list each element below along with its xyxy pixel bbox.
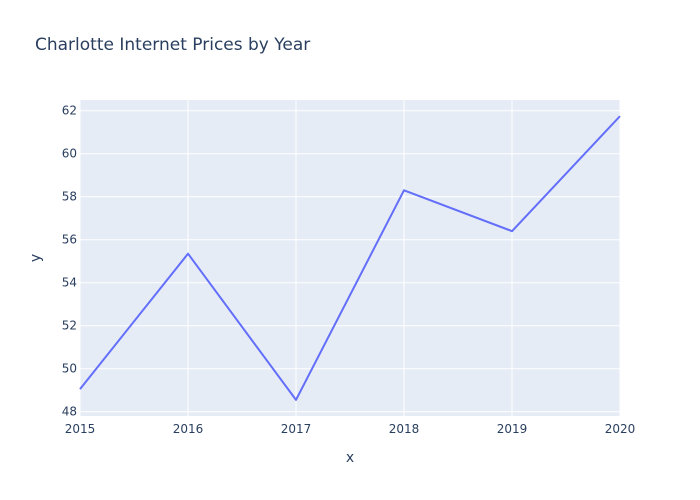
- y-tick-label: 56: [62, 233, 77, 247]
- y-axis-title: y: [28, 254, 44, 262]
- y-axis-ticks: 48 50 52 54 56 58 60 62: [62, 104, 77, 419]
- series-layer: [79, 115, 621, 401]
- y-tick-label: 54: [62, 276, 77, 290]
- y-tick-label: 48: [62, 405, 77, 419]
- x-axis-ticks: 2015 2016 2017 2018 2019 2020: [65, 422, 636, 436]
- y-tick-label: 60: [62, 147, 77, 161]
- x-tick-label: 2017: [281, 422, 312, 436]
- series-line: [79, 115, 621, 401]
- x-tick-label: 2018: [389, 422, 420, 436]
- x-tick-label: 2020: [605, 422, 636, 436]
- chart-title: Charlotte Internet Prices by Year: [35, 35, 310, 55]
- y-tick-label: 62: [62, 104, 77, 118]
- y-tick-label: 52: [62, 319, 77, 333]
- plot-area: [80, 100, 620, 416]
- x-axis-title: x: [346, 450, 354, 466]
- x-tick-label: 2016: [173, 422, 204, 436]
- y-tick-label: 58: [62, 190, 77, 204]
- x-tick-label: 2019: [497, 422, 528, 436]
- y-tick-label: 50: [62, 362, 77, 376]
- grid-lines: [79, 100, 621, 416]
- x-tick-label: 2015: [65, 422, 96, 436]
